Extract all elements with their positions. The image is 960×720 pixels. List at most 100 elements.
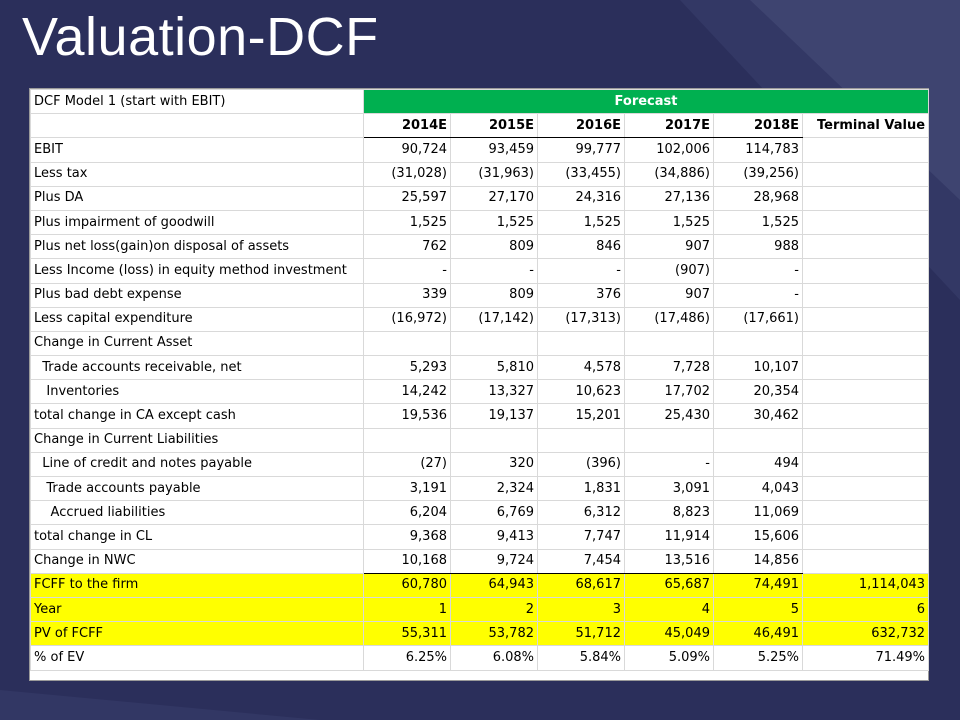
value-cell: 25,430 (624, 403, 714, 429)
value-cell: 339 (363, 282, 451, 308)
value-cell: 102,006 (624, 137, 714, 163)
value-cell: 10,107 (713, 355, 803, 381)
value-cell: (34,886) (624, 161, 714, 187)
column-header: 2014E (363, 113, 451, 139)
value-cell: 907 (624, 234, 714, 260)
row-label: EBIT (30, 137, 364, 163)
value-cell: 9,368 (363, 524, 451, 550)
value-cell (801, 137, 930, 163)
value-cell: 68,617 (537, 572, 625, 598)
value-cell (801, 475, 930, 502)
value-cell: 55,311 (363, 621, 451, 647)
slide-title: Valuation-DCF (22, 7, 379, 67)
table-row: Inventories 14,242 13,327 10,623 17,702 20,35… (30, 379, 930, 405)
value-cell: 27,170 (450, 185, 538, 211)
value-cell: 71.49% (801, 645, 930, 671)
value-cell: 907 (624, 282, 714, 308)
table-row: Accrued liabilities 6,204 6,769 6,312 8,823 1… (30, 500, 930, 526)
value-cell: 1,525 (450, 209, 538, 236)
value-cell: 4 (624, 596, 714, 623)
value-cell: 846 (537, 234, 625, 260)
value-cell: 6.08% (450, 645, 538, 671)
value-cell: 762 (363, 234, 451, 260)
value-cell: (31,028) (363, 161, 451, 187)
value-cell: 51,712 (537, 621, 625, 647)
value-cell: - (537, 258, 625, 284)
value-cell: - (363, 258, 451, 284)
row-label: Change in Current Asset (30, 330, 364, 357)
value-cell: 19,536 (363, 403, 451, 429)
value-cell: 5.09% (624, 645, 714, 671)
row-label: Plus bad debt expense (30, 282, 364, 308)
row-label: Year (30, 596, 364, 623)
row-label: Plus DA (30, 185, 364, 211)
value-cell (801, 282, 930, 308)
table-row: total change in CA except cash 19,536 19,1… (30, 403, 930, 429)
value-cell: 7,454 (537, 548, 625, 574)
value-cell: 8,823 (624, 500, 714, 526)
value-cell: 4,043 (713, 475, 803, 502)
corner-label: DCF Model 1 (start with EBIT) (30, 88, 364, 115)
value-cell (801, 379, 930, 405)
value-cell (624, 427, 714, 453)
header-row-forecast: DCF Model 1 (start with EBIT) Forecast (30, 88, 930, 115)
value-cell: 1,525 (713, 209, 803, 236)
value-cell: 7,728 (624, 355, 714, 381)
row-label: Line of credit and notes payable (30, 451, 364, 478)
value-cell (713, 427, 803, 453)
value-cell (801, 306, 930, 332)
value-cell: 5,293 (363, 355, 451, 381)
value-cell (801, 258, 930, 284)
value-cell: (39,256) (713, 161, 803, 187)
value-cell: 20,354 (713, 379, 803, 405)
value-cell: 30,462 (713, 403, 803, 429)
value-cell: (17,486) (624, 306, 714, 332)
value-cell: (907) (624, 258, 714, 284)
table-row: Line of credit and notes payable (27) 320(… (30, 451, 930, 478)
row-label: Plus net loss(gain)on disposal of assets (30, 234, 364, 260)
value-cell: 6,769 (450, 500, 538, 526)
value-cell: - (713, 282, 803, 308)
value-cell: 320 (450, 451, 538, 478)
table-row: Trade accounts payable 3,191 2,324 1,831 3,0… (30, 475, 930, 502)
table-row: Trade accounts receivable, net 5,293 5,810… (30, 355, 930, 381)
table-row: Year 1 2 3 4 5 6 (30, 596, 930, 623)
value-cell (801, 403, 930, 429)
value-cell: 988 (713, 234, 803, 260)
value-cell: 93,459 (450, 137, 538, 163)
value-cell: 19,137 (450, 403, 538, 429)
value-cell (537, 330, 625, 357)
table-row: % of EV 6.25% 6.08% 5.84% 5.09% 5.25% 71.49% (30, 645, 930, 671)
value-cell: 13,327 (450, 379, 538, 405)
table-row: Plus impairment of goodwill 1,525 1,525 1,5… (30, 209, 930, 236)
value-cell: 5.84% (537, 645, 625, 671)
value-cell: 5 (713, 596, 803, 623)
value-cell (450, 330, 538, 357)
value-cell: 14,856 (713, 548, 803, 574)
row-label: Change in NWC (30, 548, 364, 574)
value-cell (801, 427, 930, 453)
row-label: Trade accounts receivable, net (30, 355, 364, 381)
value-cell: 2,324 (450, 475, 538, 502)
value-cell: 114,783 (713, 137, 803, 163)
value-cell: 46,491 (713, 621, 803, 647)
value-cell: (17,661) (713, 306, 803, 332)
value-cell: 1 (363, 596, 451, 623)
value-cell (713, 330, 803, 357)
value-cell: 13,516 (624, 548, 714, 574)
value-cell: (17,142) (450, 306, 538, 332)
column-header: Terminal Value (801, 113, 930, 139)
row-label: Plus impairment of goodwill (30, 209, 364, 236)
value-cell: 53,782 (450, 621, 538, 647)
table-row: Less capital expenditure (16,972) (17,142)… (30, 306, 930, 332)
row-label: total change in CA except cash (30, 403, 364, 429)
value-cell: 4,578 (537, 355, 625, 381)
value-cell: 2 (450, 596, 538, 623)
value-cell: (33,455) (537, 161, 625, 187)
row-label: Less tax (30, 161, 364, 187)
value-cell: 1,114,043 (801, 572, 930, 598)
value-cell: 74,491 (713, 572, 803, 598)
value-cell: 632,732 (801, 621, 930, 647)
value-cell: 27,136 (624, 185, 714, 211)
table-row: EBIT 90,724 93,459 99,777 102,006 114,783 (30, 137, 930, 163)
